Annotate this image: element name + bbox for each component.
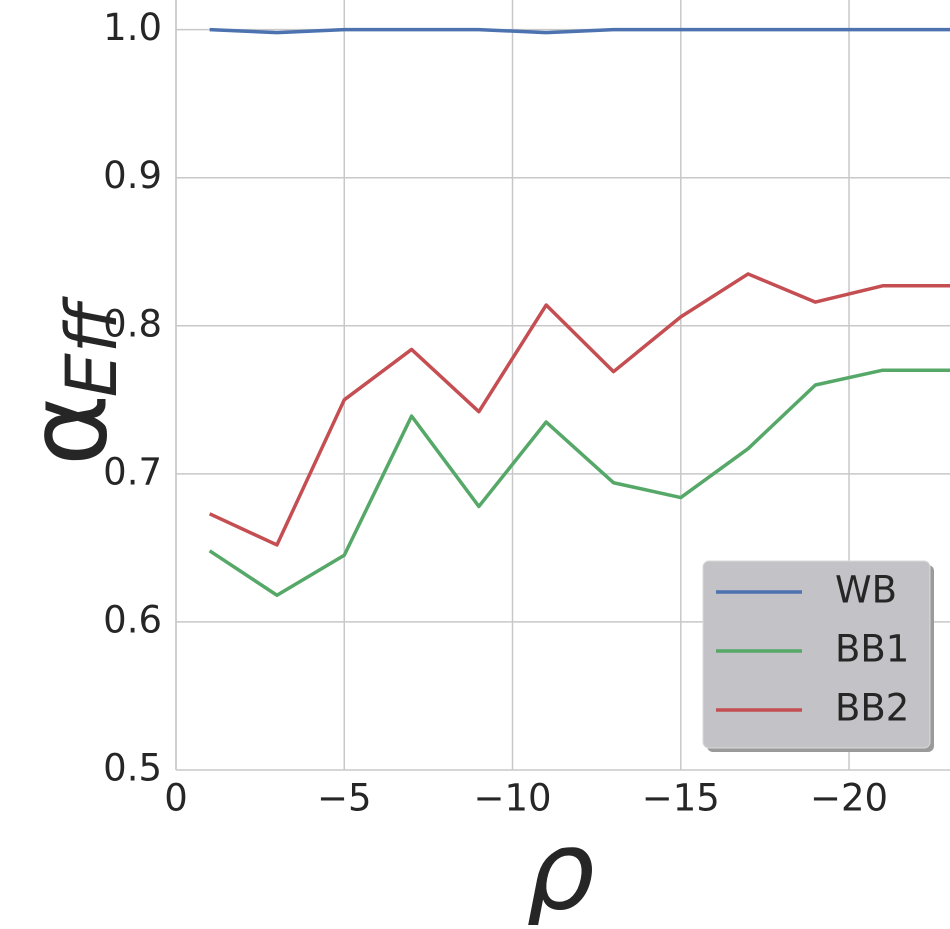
x-tick-label: 0: [164, 777, 188, 820]
x-tick-label: −10: [473, 777, 551, 820]
legend-label: BB2: [835, 687, 909, 730]
y-axis-label-main: α: [3, 394, 131, 467]
x-tick-label: −20: [810, 777, 888, 820]
y-tick-label: 0.9: [103, 154, 162, 197]
legend-label: WB: [835, 569, 897, 612]
line: [208, 368, 950, 598]
line: [209, 27, 950, 35]
y-axis-label: α Eff: [3, 295, 133, 466]
y-tick-label: 1.0: [103, 6, 162, 49]
y-tick-label: 0.7: [103, 450, 162, 493]
legend-box: [702, 560, 931, 749]
y-tick-label: 0.6: [103, 598, 162, 641]
legend: WB BB1 BB2: [702, 560, 934, 752]
x-tick-label: −15: [642, 777, 720, 820]
line: [208, 272, 950, 547]
y-tick-label: 0.5: [103, 747, 162, 790]
legend-label: BB1: [835, 628, 909, 671]
y-axis-label-sub: Eff: [51, 295, 133, 397]
x-axis-label: ρ: [525, 806, 595, 925]
x-tick-label: −5: [317, 777, 372, 820]
y-tick-label: 0.8: [103, 302, 162, 345]
